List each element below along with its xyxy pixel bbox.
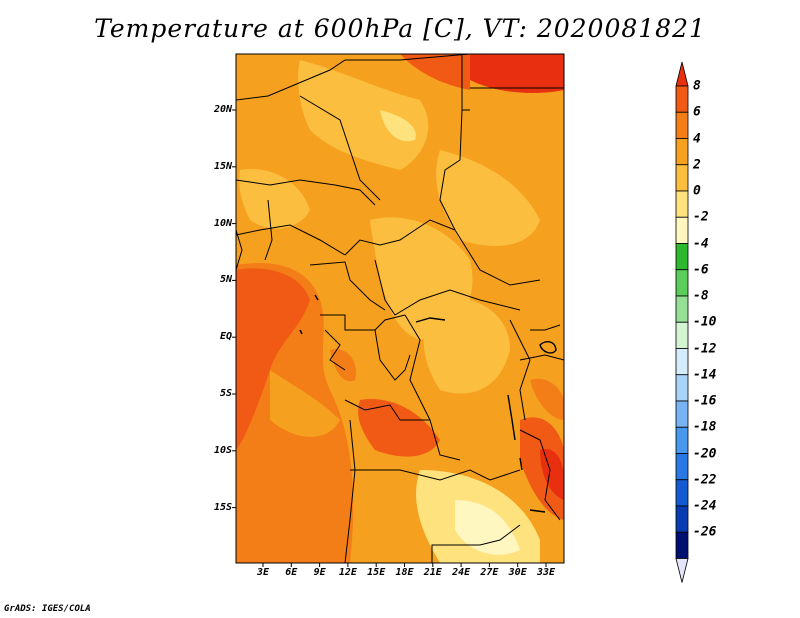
colorbar-segment: [675, 111, 689, 139]
longitude-label: 12E: [338, 567, 357, 578]
colorbar-segment: [675, 531, 689, 559]
latitude-ticks: [232, 109, 236, 509]
latitude-label: 20N: [213, 104, 232, 115]
colorbar-segment: [675, 295, 689, 323]
longitude-label: 24E: [452, 567, 471, 578]
colorbar-level-label: -26: [693, 524, 717, 540]
colorbar-level-label: -12: [693, 341, 717, 356]
colorbar-segment: [675, 243, 689, 271]
longitude-ticks: [262, 563, 547, 567]
colorbar-segment: [675, 453, 689, 481]
latitude-label: EQ: [219, 331, 232, 343]
longitude-label: 6E: [285, 567, 298, 578]
colorbar-segment: [675, 216, 689, 244]
colorbar-segment: [675, 164, 689, 192]
country-borders: [235, 53, 565, 564]
colorbar-upper-extension: [675, 61, 689, 87]
colorbar-segment: [675, 505, 689, 533]
longitude-label: 3E: [256, 567, 270, 578]
latitude-label: 5S: [219, 388, 232, 399]
colorbar-segment: [675, 348, 689, 376]
longitude-label: 33E: [536, 567, 556, 578]
colorbar-level-label: -2: [693, 209, 709, 225]
colorbar-level-label: -22: [693, 472, 717, 488]
colorbar-segment: [675, 190, 689, 218]
latitude-label: 5N: [219, 274, 232, 286]
colorbar: [675, 61, 689, 583]
colorbar-segment: [675, 269, 689, 297]
colorbar-segment: [675, 400, 689, 428]
colorbar-segment: [675, 426, 689, 454]
longitude-label: 9E: [313, 567, 326, 578]
colorbar-level-label: -24: [693, 498, 717, 514]
colorbar-level-label: -18: [693, 419, 717, 435]
colorbar-level-label: -20: [693, 446, 717, 461]
longitude-label: 27E: [480, 567, 499, 578]
colorbar-level-label: 2: [693, 157, 701, 173]
colorbar-level-label: -16: [693, 393, 717, 409]
longitude-label: 30E: [508, 567, 527, 578]
colorbar-segment: [675, 85, 689, 113]
map-frame: [235, 53, 565, 564]
latitude-label: 15S: [213, 501, 232, 513]
colorbar-segment: [675, 321, 689, 349]
latitude-label: 10N: [213, 217, 232, 229]
longitude-label: 15E: [367, 567, 386, 578]
temperature-field: [236, 54, 564, 563]
colorbar-level-label: -10: [693, 314, 717, 330]
colorbar-level-label: -8: [693, 288, 709, 304]
colorbar-level-label: -6: [693, 262, 709, 278]
colorbar-lower-extension: [675, 558, 689, 583]
colorbar-level-label: 0: [693, 183, 701, 199]
colorbar-segment: [675, 479, 689, 507]
longitude-label: 18E: [395, 567, 414, 578]
colorbar-level-label: -4: [693, 236, 709, 251]
colorbar-level-label: -14: [693, 367, 717, 383]
colorbar-level-label: 8: [693, 78, 701, 94]
colorbar-level-label: 6: [693, 104, 701, 120]
colorbar-level-label: 4: [693, 131, 701, 146]
colorbar-segment: [675, 374, 689, 402]
lakes: [299, 294, 557, 513]
latitude-label: 15N: [213, 160, 232, 172]
latitude-label: 10S: [213, 444, 232, 456]
grads-credit: GrADS: IGES/COLA: [4, 604, 91, 614]
colorbar-segment: [675, 138, 689, 166]
chart-title: Temperature at 600hPa [C], VT: 202008182…: [94, 14, 706, 43]
longitude-label: 21E: [423, 567, 442, 578]
